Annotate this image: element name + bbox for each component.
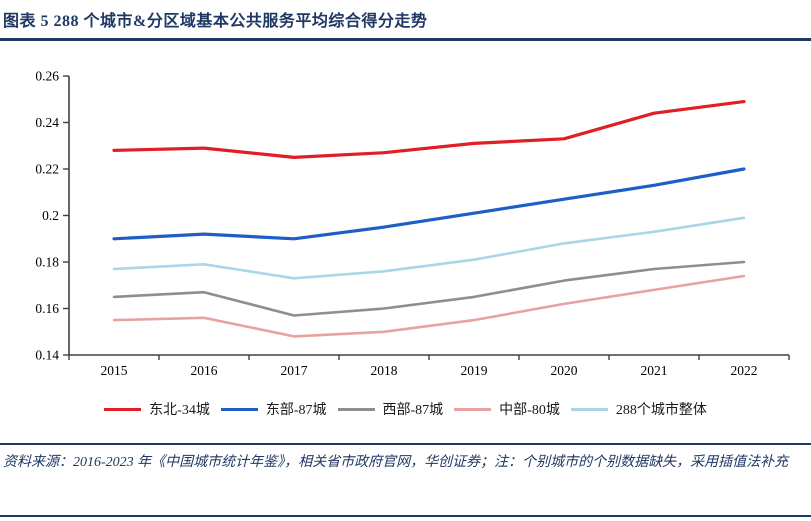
legend-item-2: 西部-87城: [337, 399, 444, 419]
legend-item-1: 东部-87城: [220, 399, 327, 419]
series-line-0: [112, 99, 746, 160]
x-axis-label: 2018: [371, 363, 398, 378]
x-axis-label: 2020: [551, 363, 578, 378]
source-note: 资料来源：2016-2023 年《中国城市统计年鉴》，相关省市政府官网，华创证券…: [3, 455, 789, 470]
legend-item-4: 288个城市整体: [570, 399, 707, 419]
footer-divider: [0, 443, 811, 445]
series-line-2: [112, 260, 746, 317]
legend-label: 中部-80城: [499, 403, 560, 418]
legend-item-3: 中部-80城: [454, 399, 560, 419]
legend-swatch-icon: [454, 407, 492, 411]
legend-swatch-icon: [220, 407, 258, 411]
x-axis-label: 2015: [101, 363, 128, 378]
x-axis-label: 2016: [191, 363, 218, 378]
y-axis-label: 0.2: [42, 208, 59, 223]
legend-label: 西部-87城: [382, 403, 444, 418]
legend-swatch-icon: [104, 407, 142, 411]
legend-item-0: 东北-34城: [104, 399, 210, 419]
title-divider: [0, 38, 811, 41]
series-line-3: [112, 274, 746, 338]
legend-label: 东部-87城: [265, 403, 327, 418]
y-axis-label: 0.16: [35, 301, 59, 316]
legend-swatch-icon: [570, 407, 608, 411]
line-chart: 0.14 0.16 0.18 0.2 0.22 0.24 0.26 2015 2016 2017 2…: [35, 69, 790, 378]
series-line-1: [112, 167, 746, 241]
x-axis-label: 2022: [731, 363, 758, 378]
legend-label: 东北-34城: [149, 403, 210, 418]
y-axis-label: 0.18: [35, 255, 59, 270]
series-line-4: [112, 216, 746, 280]
chart-legend: 东北-34城 东部-87城 西部-87城 中部-80城 288个城市整体: [0, 397, 811, 421]
y-axis-label: 0.24: [35, 115, 59, 130]
legend-swatch-icon: [337, 407, 375, 411]
bottom-divider: [0, 515, 811, 517]
x-axis-label: 2021: [641, 363, 668, 378]
legend-label: 288个城市整体: [615, 403, 707, 418]
y-axis-label: 0.14: [35, 348, 59, 363]
x-axis-label: 2017: [281, 363, 308, 378]
x-axis-label: 2019: [461, 363, 488, 378]
figure-title: 图表 5 288 个城市&分区域基本公共服务平均综合得分走势: [3, 13, 428, 30]
y-axis-label: 0.22: [35, 162, 59, 177]
y-axis-label: 0.26: [35, 69, 59, 84]
